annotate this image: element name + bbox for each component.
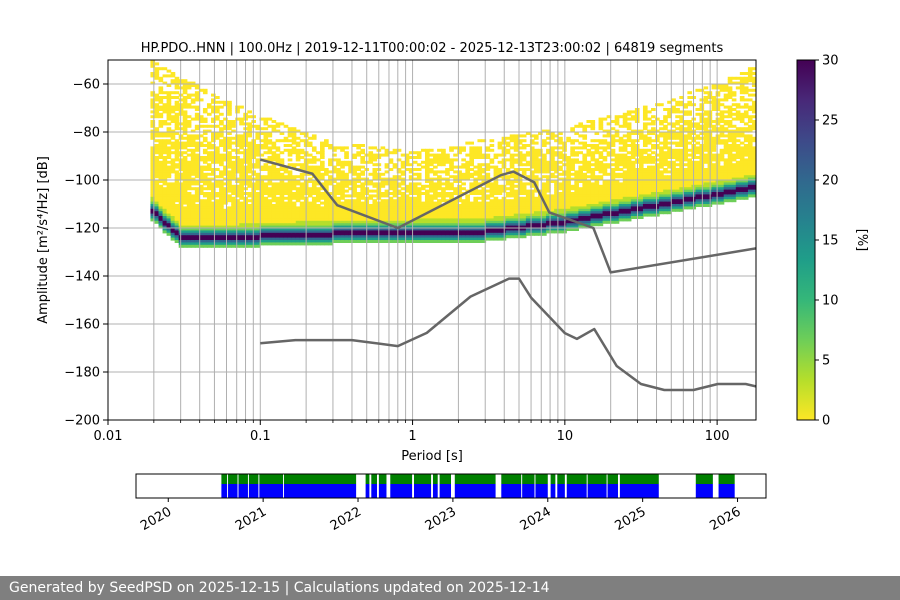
x-tick-label: 0.1 — [250, 429, 271, 444]
x-tick-label: 10 — [557, 429, 574, 444]
x-tick-label: 0.01 — [94, 429, 123, 444]
colorbar-tick-label: 20 — [822, 174, 839, 189]
availability-bar-green — [454, 474, 496, 484]
timeline-tick-label: 2026 — [707, 504, 743, 534]
availability-bar-green — [619, 474, 659, 484]
availability-bar-green — [432, 474, 438, 484]
availability-bar-green — [566, 474, 587, 484]
availability-bar-blue — [390, 484, 413, 498]
footer-text: Generated by SeedPSD on 2025-12-15 | Cal… — [9, 580, 550, 596]
colorbar-tick-label: 15 — [822, 234, 839, 249]
data-availability-timeline: 2020 2021 2022 2023 2024 2025 2026 — [135, 473, 767, 534]
availability-bar-green — [501, 474, 522, 484]
timeline-tick-label: 2022 — [328, 504, 364, 534]
availability-bar-green — [228, 474, 238, 484]
availability-bar-blue — [378, 484, 387, 498]
x-axis: 0.01 0.1 1 10 100 — [94, 420, 730, 444]
availability-bar-green — [607, 474, 618, 484]
colorbar-gradient — [796, 59, 816, 421]
y-axis: −60 −80 −100 −120 −140 −160 −180 −200 — [64, 78, 108, 429]
availability-bar-green — [248, 474, 259, 484]
colorbar-title: [%] — [854, 229, 869, 252]
y-tick-label: −60 — [73, 78, 100, 93]
availability-bar-green — [238, 474, 248, 484]
availability-bar-blue — [248, 484, 259, 498]
colorbar-tick-label: 5 — [822, 354, 830, 369]
timeline-tick-label: 2025 — [612, 504, 648, 534]
availability-bar-blue — [587, 484, 607, 498]
plot-frame — [107, 59, 757, 421]
y-tick-label: −120 — [64, 222, 100, 237]
availability-bar-blue — [695, 484, 713, 498]
availability-bar-blue — [238, 484, 248, 498]
availability-bar-green — [259, 474, 284, 484]
availability-bar-blue — [535, 484, 548, 498]
psd-figure: HP.PDO..HNN | 100.0Hz | 2019-12-11T00:00… — [36, 41, 869, 534]
y-tick-label: −200 — [64, 414, 100, 429]
y-axis-title: Amplitude [m²/s⁴/Hz] [dB] — [36, 156, 51, 324]
availability-bar-green — [522, 474, 535, 484]
colorbar-tick-label: 0 — [822, 414, 830, 429]
timeline-frame — [135, 473, 767, 499]
nlnm-curve — [260, 277, 756, 392]
availability-bar-blue — [607, 484, 618, 498]
availability-bar-blue — [550, 484, 556, 498]
colorbar-tick-label: 25 — [822, 114, 839, 129]
availability-bar-blue — [371, 484, 377, 498]
availability-bar-blue — [619, 484, 659, 498]
availability-bar-blue — [221, 484, 228, 498]
colorbar-tick-label: 10 — [822, 294, 839, 309]
availability-bar-green — [378, 474, 387, 484]
y-tick-label: −180 — [64, 366, 100, 381]
availability-bar-blue — [454, 484, 496, 498]
availability-bar-green — [557, 474, 565, 484]
availability-bar-blue — [413, 484, 432, 498]
y-tick-label: −140 — [64, 270, 100, 285]
y-tick-label: −100 — [64, 174, 100, 189]
timeline-tick-label: 2021 — [233, 504, 269, 534]
colorbar: 0 5 10 15 20 25 30 — [796, 54, 839, 429]
availability-bar-green — [587, 474, 607, 484]
y-tick-label: −160 — [64, 318, 100, 333]
availability-bar-green — [221, 474, 228, 484]
availability-bar-blue — [365, 484, 370, 498]
availability-bar-blue — [566, 484, 587, 498]
x-tick-label: 1 — [408, 429, 416, 444]
footer-bar: Generated by SeedPSD on 2025-12-15 | Cal… — [0, 576, 900, 600]
availability-bar-green — [390, 474, 413, 484]
availability-bar-green — [550, 474, 556, 484]
timeline-tick-label: 2023 — [423, 504, 459, 534]
colorbar-tick-label: 30 — [822, 54, 839, 69]
timeline-tick-label: 2020 — [138, 504, 174, 534]
psd-heatmap — [150, 60, 756, 248]
nhnm-curve — [259, 158, 756, 274]
availability-bar-blue — [228, 484, 238, 498]
y-tick-label: −80 — [73, 126, 100, 141]
chart-title: HP.PDO..HNN | 100.0Hz | 2019-12-11T00:00… — [141, 41, 724, 56]
availability-bar-green — [371, 474, 377, 484]
availability-bar-green — [413, 474, 432, 484]
availability-bar-green — [284, 474, 357, 484]
availability-bar-blue — [522, 484, 535, 498]
availability-bar-green — [439, 474, 451, 484]
availability-bar-blue — [718, 484, 735, 498]
availability-bar-blue — [284, 484, 357, 498]
availability-bar-blue — [439, 484, 451, 498]
x-tick-label: 100 — [705, 429, 730, 444]
timeline-tick-label: 2024 — [518, 504, 554, 534]
availability-bar-blue — [557, 484, 565, 498]
noise-model-curves — [259, 158, 756, 392]
availability-bar-green — [718, 474, 735, 484]
grid-lines — [108, 60, 756, 420]
availability-bar-blue — [501, 484, 522, 498]
availability-bar-blue — [259, 484, 284, 498]
availability-bar-green — [695, 474, 713, 484]
availability-bar-green — [365, 474, 370, 484]
availability-bar-blue — [432, 484, 438, 498]
x-axis-title: Period [s] — [401, 449, 463, 464]
availability-bar-green — [535, 474, 548, 484]
